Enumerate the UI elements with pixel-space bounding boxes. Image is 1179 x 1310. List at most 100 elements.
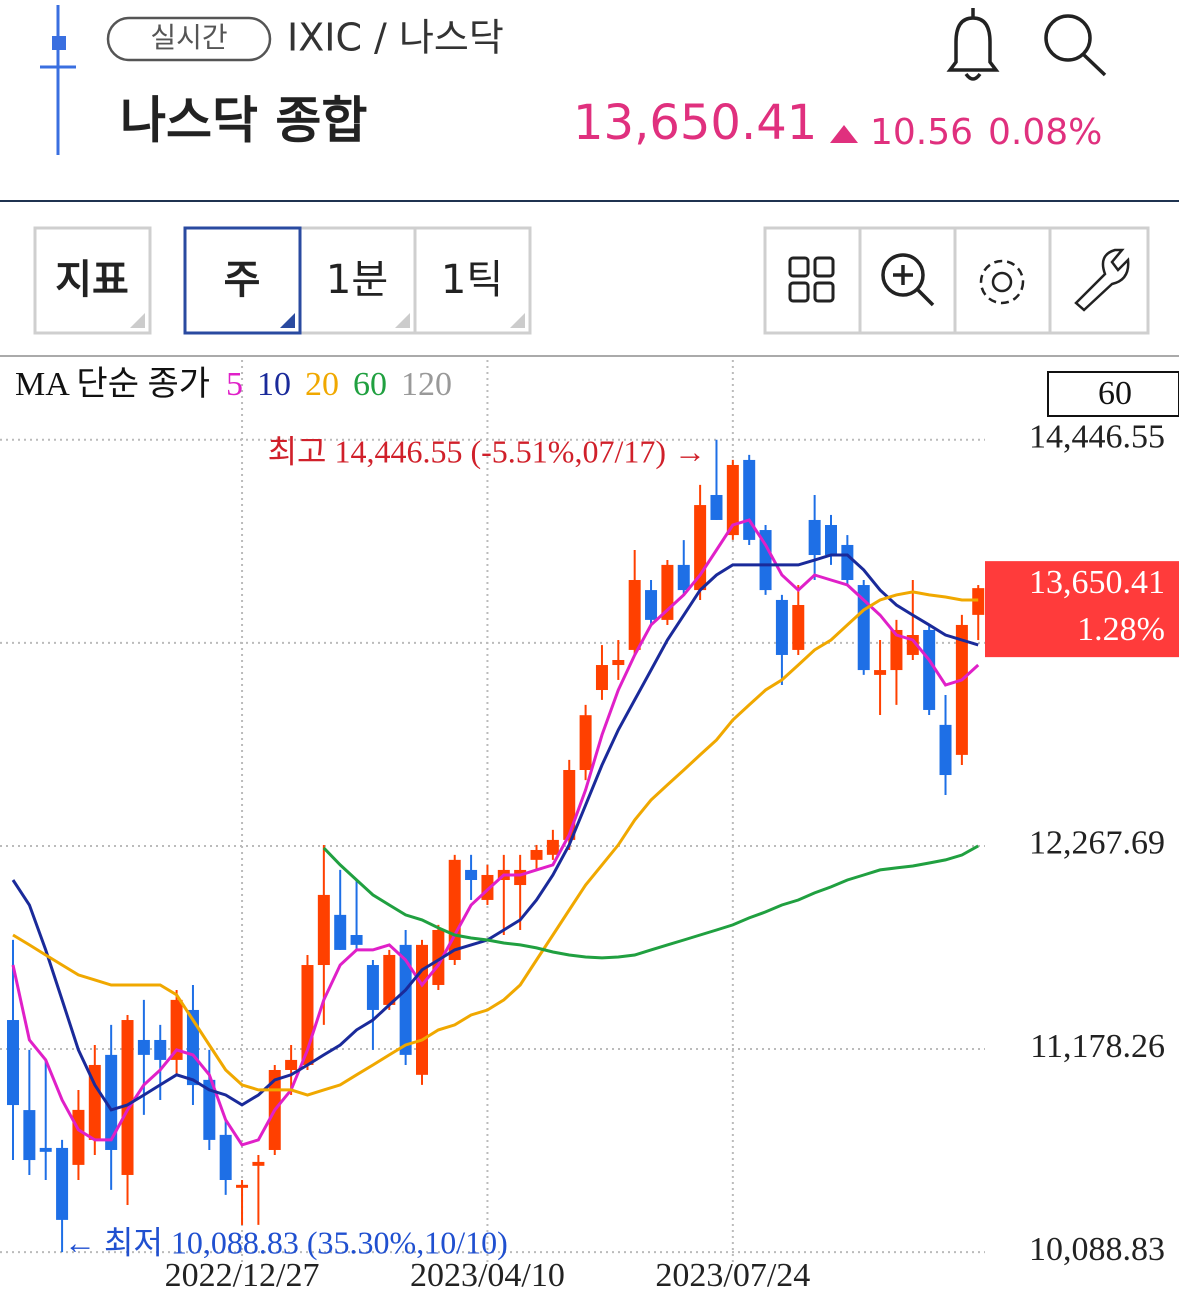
button-label: 1분 [326,257,388,303]
candle-body [677,564,690,591]
corner-mark [130,313,145,328]
candle-body [530,849,543,860]
low-annotation: ← 최저 10,088.83 (35.30%,10/10) [64,1224,508,1260]
ma-line [11,553,979,1112]
last-price: 13,650.41 [1029,564,1165,601]
candle-body [825,525,837,556]
y-tick-label: 11,178.26 [1030,1028,1165,1065]
corner-mark [280,313,295,328]
candle-body [857,585,870,671]
candle-body [563,769,576,840]
candle-body [710,494,723,520]
change: 10.56 [870,112,973,153]
high-annotation: 최고 14,446.55 (-5.51%,07/17) → [268,433,706,469]
candle-body [39,1147,52,1152]
candle-body [154,1039,167,1060]
candle-body [432,929,445,985]
candle-body [7,1020,19,1106]
ma-line [12,590,979,1097]
candle-body [252,1161,265,1166]
candle-body [170,999,183,1060]
gear-icon [979,259,1025,305]
button-label: 지표 [55,257,129,303]
count-label: 60 [1098,375,1132,412]
candle-body [383,954,396,1005]
last-price-box [985,561,1179,658]
x-tick-label: 2023/04/10 [410,1257,565,1294]
candle-body [595,665,608,691]
candle-body [88,1064,101,1140]
zoom-icon [881,253,935,307]
candle-body [23,1110,36,1161]
legend-entry: 10 [257,366,291,403]
candle-body [759,530,772,591]
tick-marker [52,36,66,50]
candle-body [923,629,936,710]
candle-body [399,944,412,1055]
settings-button[interactable] [953,226,1052,335]
y-tick-label: 12,267.69 [1029,825,1165,862]
zoom-button[interactable] [858,226,957,335]
candle-body [645,590,658,620]
candle-body [366,965,379,1010]
candle-body [726,464,739,536]
candle-body [219,1134,232,1180]
count-box [1047,371,1179,417]
candle-body [546,839,559,855]
button-label: 1틱 [441,257,503,303]
y-tick-label: 10,088.83 [1029,1231,1165,1268]
candle-body [72,1109,85,1165]
candle-body [465,869,478,881]
badge-text: 실시간 [150,21,227,54]
realtime-badge[interactable] [106,16,272,62]
x-tick-label: 2022/12/27 [165,1257,320,1294]
chart: 14,446.5513,357.1212,267.6911,178.2610,0… [0,360,1179,1294]
candle-body [955,624,968,755]
change-pct: 0.08% [988,112,1102,153]
search-icon[interactable] [1044,14,1107,77]
candle-body [775,599,788,655]
indicator-button[interactable] [33,226,152,335]
candle-body [972,588,985,615]
x-tick-label: 2023/07/24 [655,1257,810,1294]
candle-body [890,629,903,671]
candle-body [808,519,821,556]
candle-body [579,715,592,770]
y-tick-label: 14,446.55 [1029,418,1165,455]
layout-button[interactable] [763,226,862,335]
tick-button[interactable] [413,226,532,335]
candle-body [317,894,330,966]
grid-icon [788,256,835,303]
legend-title: MA 단순 종가 [15,366,210,403]
last-price-pct: 1.28% [1077,611,1165,648]
button-label: 주 [224,257,261,303]
candle-body [236,1184,249,1188]
candle-body [334,914,347,950]
candle-body [416,944,428,1075]
index-name: 나스닥 종합 [120,92,367,150]
candle-body [137,1039,150,1055]
legend-entry: 5 [226,366,243,403]
week-button[interactable] [183,226,302,335]
legend-entry: 120 [401,366,452,403]
corner-mark [395,313,410,328]
candle-body [792,604,805,650]
legend-entry: 20 [305,366,339,403]
candle-body [105,1054,118,1150]
candle-body [121,1020,134,1175]
price: 13,650.41 [573,95,817,151]
wrench-icon [1074,248,1130,312]
bell-icon[interactable] [946,8,1000,81]
candle-body [56,1147,69,1220]
candle-body [203,1079,216,1140]
ma-line [11,518,980,1147]
candle-body [186,1009,199,1086]
up-arrow [830,125,858,143]
legend-entry: 60 [353,366,387,403]
candle-body [939,724,952,776]
corner-mark [510,313,525,328]
candle-body [841,544,854,581]
candle-body [612,659,625,666]
candle-body [874,670,887,675]
